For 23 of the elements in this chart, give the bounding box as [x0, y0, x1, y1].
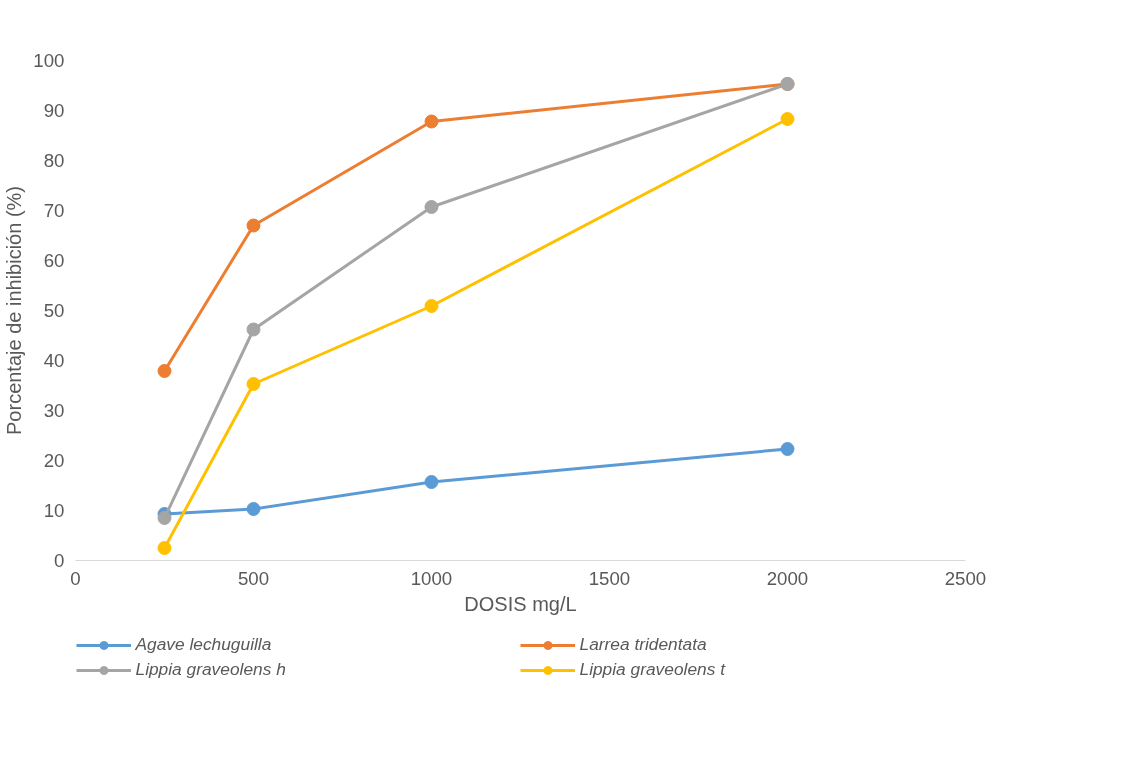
y-tick-label: 50 [43, 300, 65, 321]
legend-label: Larrea tridentata [579, 634, 708, 655]
x-tick-label: 1500 [588, 567, 631, 589]
y-axis-title: Porcentaje de inhibición (%) [3, 185, 26, 436]
legend-label: Lippia graveolens h [135, 659, 287, 680]
y-tick-label: 20 [43, 450, 65, 471]
y-tick-label: 80 [43, 150, 65, 171]
y-tick-label: 60 [43, 250, 65, 271]
y-tick-label: 0 [54, 550, 65, 571]
legend-label: Lippia graveolens t [579, 659, 727, 680]
y-tick-label: 90 [43, 100, 65, 121]
x-tick-label: 500 [237, 567, 270, 589]
x-axis-title: DOSIS mg/L [464, 592, 577, 615]
y-tick-label: 70 [43, 200, 65, 221]
legend-label: Agave lechuguilla [135, 634, 273, 655]
x-tick-label: 2000 [766, 567, 809, 589]
y-tick-label: 10 [43, 500, 65, 521]
y-tick-label: 40 [43, 350, 65, 371]
y-tick-label: 30 [43, 400, 65, 421]
x-tick-label: 2500 [944, 567, 987, 589]
y-tick-label: 100 [33, 50, 65, 71]
x-tick-label: 1000 [410, 567, 453, 589]
x-tick-label: 0 [70, 567, 81, 589]
